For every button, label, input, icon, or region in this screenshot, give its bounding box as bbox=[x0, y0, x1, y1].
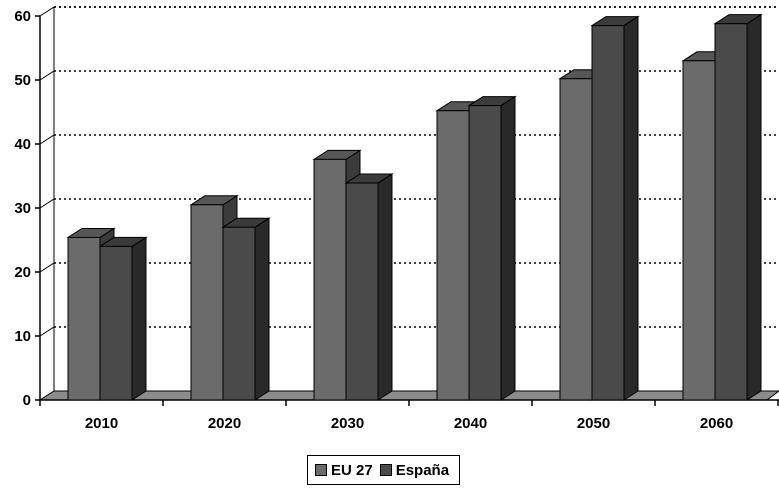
legend-item-espana: España bbox=[379, 461, 450, 479]
gridline-side-50 bbox=[39, 70, 55, 81]
x-tick-label-2060: 2060 bbox=[700, 415, 733, 432]
bar-side bbox=[254, 217, 270, 401]
gridline-side-10 bbox=[39, 326, 55, 337]
bar-front bbox=[714, 23, 748, 401]
bar-side bbox=[377, 173, 393, 401]
gridline-side-30 bbox=[39, 198, 55, 209]
bar-front bbox=[591, 25, 625, 401]
x-tick-label-2040: 2040 bbox=[454, 415, 487, 432]
chart-floor bbox=[38, 390, 779, 401]
bar-espaa-2050 bbox=[590, 15, 640, 401]
y-tick-label-50: 50 bbox=[14, 72, 31, 89]
bar-front bbox=[345, 182, 379, 401]
bar-side bbox=[746, 13, 762, 401]
bar-side bbox=[131, 236, 147, 401]
legend-swatch-eu27 bbox=[315, 464, 327, 476]
gridline-side-40 bbox=[39, 134, 55, 145]
legend-label-espana: España bbox=[395, 461, 450, 479]
y-tick-label-20: 20 bbox=[14, 264, 31, 281]
bar-front bbox=[222, 226, 256, 401]
bar-front bbox=[190, 204, 224, 401]
bar-espaa-2020 bbox=[221, 217, 271, 401]
bar-espaa-2030 bbox=[344, 173, 394, 401]
bar-espaa-2040 bbox=[467, 95, 517, 401]
y-tick-label-40: 40 bbox=[14, 136, 31, 153]
bar-front bbox=[559, 78, 593, 401]
y-tick-label-10: 10 bbox=[14, 328, 31, 345]
y-tick-label-0: 0 bbox=[23, 392, 31, 409]
x-tick-label-2030: 2030 bbox=[331, 415, 364, 432]
bar-espaa-2060 bbox=[713, 13, 763, 401]
x-tick-label-2010: 2010 bbox=[85, 415, 118, 432]
bar-front bbox=[682, 60, 716, 401]
gridline-side-20 bbox=[39, 262, 55, 273]
bar-front bbox=[99, 245, 133, 401]
bar-espaa-2010 bbox=[98, 236, 148, 401]
y-tick-label-30: 30 bbox=[14, 200, 31, 217]
y-tick-label-60: 60 bbox=[14, 8, 31, 25]
x-tick-label-2050: 2050 bbox=[577, 415, 610, 432]
bar-front bbox=[67, 236, 101, 401]
legend-swatch-espana bbox=[379, 464, 392, 476]
legend-item-eu27: EU 27 bbox=[315, 462, 373, 479]
bar-front bbox=[436, 110, 470, 401]
gridline-side-60 bbox=[39, 6, 55, 17]
bar-front bbox=[468, 105, 502, 401]
x-tick-label-2020: 2020 bbox=[208, 415, 241, 432]
bar-side bbox=[500, 95, 516, 401]
legend: EU 27 España bbox=[307, 455, 461, 485]
legend-label-eu27: EU 27 bbox=[331, 461, 373, 479]
bar-front bbox=[313, 158, 347, 401]
bar-side bbox=[623, 15, 639, 401]
